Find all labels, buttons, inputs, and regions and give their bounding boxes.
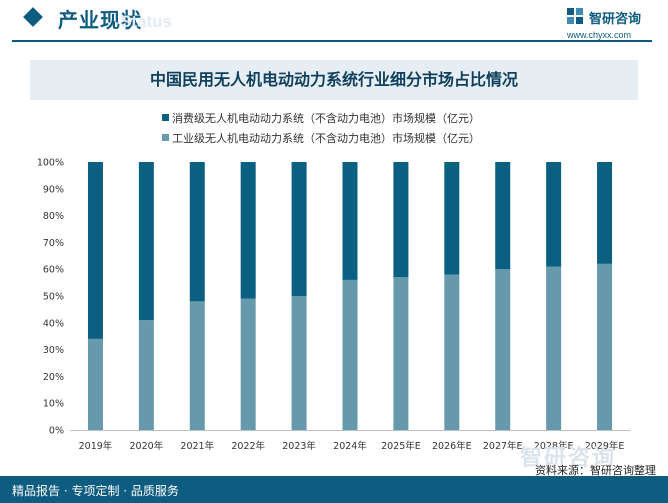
legend-label-industrial: 工业级无人机电动动力系统（不含动力电池）市场规模（亿元） [172,132,480,145]
bar-consumer [189,162,205,302]
y-tick-label: 50% [43,292,64,303]
bar-consumer [342,162,358,280]
y-tick-label: 40% [43,318,64,329]
bar-industrial [546,266,562,430]
legend-item-industrial: 工业级无人机电动动力系统（不含动力电池）市场规模（亿元） [162,132,480,152]
bar-industrial [240,298,256,430]
brand-logo-icon [567,8,583,24]
header: 产业现状 Status 智研咨询 www.chyxx.com [0,0,668,42]
bar-consumer [138,162,154,321]
x-tick-label: 2019年 [79,440,113,452]
legend-item-consumer: 消费级无人机电动动力系统（不含动力电池）市场规模（亿元） [162,112,480,132]
y-tick-label: 10% [43,399,64,410]
y-tick-label: 100% [37,158,64,169]
brand-name: 智研咨询 [589,12,642,27]
y-tick-label: 30% [43,345,64,356]
header-watermark: Status [120,12,172,31]
bar-consumer [546,162,562,267]
bar-industrial [444,274,460,430]
y-tick-label: 90% [43,184,64,195]
bar-industrial [495,269,511,430]
chart-title-box: 中国民用无人机电动动力系统行业细分市场占比情况 [30,60,638,100]
bar-consumer [597,162,613,264]
bar-consumer [87,162,103,339]
source-note: 资料来源：智研咨询整理 [535,464,656,477]
x-tick-label: 2024年 [333,440,367,452]
x-tick-label: 2023年 [282,440,316,452]
x-tick-label: 2029年E [585,440,625,452]
x-tick-label: 2022年 [231,440,265,452]
bar-industrial [87,338,103,430]
y-tick-label: 80% [43,211,64,222]
y-tick-label: 60% [43,265,64,276]
stacked-bar-chart: 0% 10% 20% 30% 40% 50% 60% 70% 80% 90% 100% 2019年 20… [37,158,630,452]
x-tick-label: 2026年E [432,440,472,452]
footer-watermark: 智研咨询 [520,446,617,471]
y-tick-label: 0% [49,426,64,437]
legend-swatch-consumer [162,114,169,121]
bar-industrial [342,279,358,430]
brand-url: www.chyxx.com [567,30,632,40]
footer-tagline: 精品报告 · 专项定制 · 品质服务 [12,484,179,498]
footer: 精品报告 · 专项定制 · 品质服务 [0,476,668,503]
bar-consumer [291,162,307,296]
x-tick-label: 2025年E [381,440,421,452]
bar-industrial [138,320,154,430]
legend-label-consumer: 消费级无人机电动动力系统（不含动力电池）市场规模（亿元） [172,112,480,125]
y-tick-label: 20% [43,372,64,383]
y-tick-label: 70% [43,238,64,249]
bar-industrial [291,296,307,430]
x-tick-label: 2020年 [130,440,164,452]
bar-consumer [444,162,460,275]
bar-industrial [393,277,409,430]
x-tick-label: 2028年E [534,440,574,452]
x-tick-label: 2027年E [483,440,523,452]
legend-swatch-industrial [162,134,169,141]
bar-consumer [240,162,256,299]
bar-industrial [597,263,613,430]
header-divider [12,40,652,42]
chart-title: 中国民用无人机电动动力系统行业细分市场占比情况 [149,70,518,89]
page-title: 产业现状 [58,8,142,32]
bar-industrial [189,301,205,430]
chart-legend: 消费级无人机电动动力系统（不含动力电池）市场规模（亿元） 工业级无人机电动动力系… [162,112,480,152]
x-tick-label: 2021年 [180,440,214,452]
bar-consumer [495,162,511,270]
bar-consumer [393,162,409,278]
